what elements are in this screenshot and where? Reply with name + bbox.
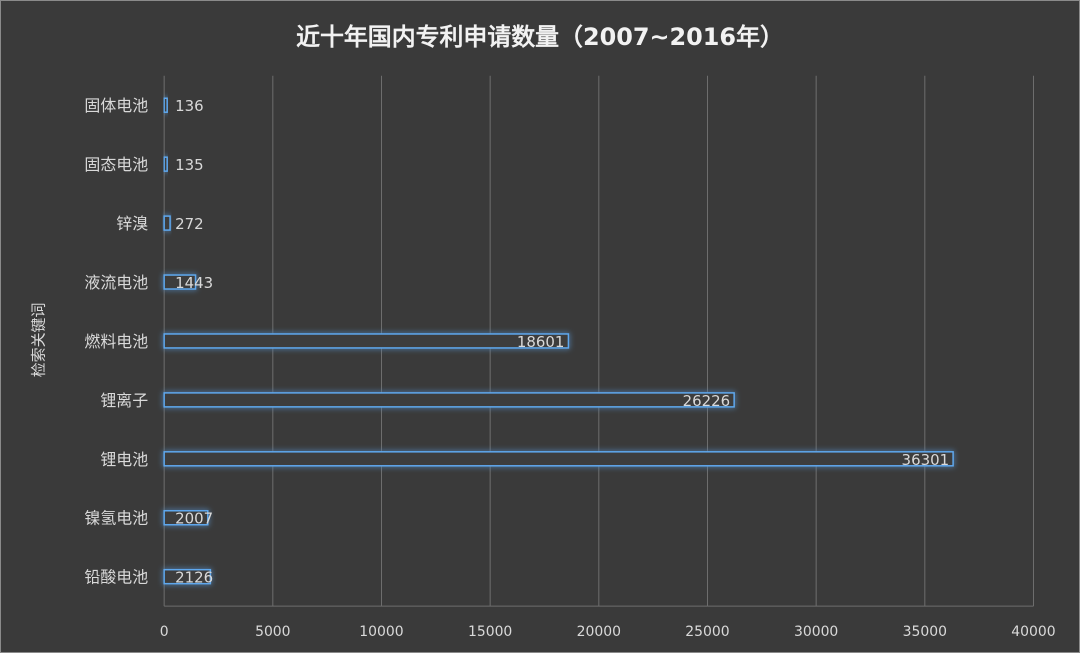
x-tick-label: 40000: [1011, 624, 1055, 640]
data-label: 18601: [517, 333, 565, 351]
x-tick-label: 30000: [794, 624, 838, 640]
category-label: 锂电池: [100, 450, 148, 469]
bar: [163, 333, 570, 349]
x-tick-label: 35000: [903, 624, 947, 640]
data-label: 2126: [175, 569, 213, 587]
x-axis-tick-labels: 0 5000 10000 15000 20000 25000 30000 35000 40000: [160, 624, 1056, 640]
bar: [163, 451, 954, 467]
data-label: 36301: [902, 451, 950, 469]
category-label: 固态电池: [84, 155, 148, 174]
category-label: 液流电池: [84, 273, 148, 292]
bar: [163, 510, 209, 526]
grid-lines: [163, 75, 1034, 607]
data-label: 1443: [175, 274, 213, 292]
bars: 136 135 272 1443 18601 26226 36301 2007 2126: [163, 97, 954, 587]
category-label: 镍氢电池: [84, 509, 148, 528]
category-label: 铅酸电池: [84, 568, 148, 587]
bar: [163, 215, 171, 231]
data-label: 2007: [175, 510, 213, 528]
x-tick-label: 5000: [255, 624, 290, 640]
bar: [163, 274, 197, 290]
bar: [163, 97, 168, 113]
x-tick-label: 25000: [685, 624, 729, 640]
category-label: 锌溴: [116, 214, 148, 233]
x-tick-label: 15000: [468, 624, 512, 640]
data-label: 272: [175, 215, 204, 233]
bar: [163, 392, 735, 408]
category-label: 锂离子: [100, 391, 148, 410]
x-tick-label: 20000: [577, 624, 621, 640]
x-tick-label: 10000: [359, 624, 403, 640]
category-label: 固体电池: [84, 96, 148, 115]
data-label: 136: [175, 97, 204, 115]
data-label: 26226: [683, 392, 731, 410]
chart-title: 近十年国内专利申请数量（2007~2016年）: [296, 23, 784, 51]
x-tick-label: 0: [160, 624, 169, 640]
bar: [163, 568, 212, 585]
data-label: 135: [175, 156, 204, 174]
category-label: 燃料电池: [84, 332, 148, 351]
y-axis-label: 检索关键词: [30, 303, 48, 378]
bar: [163, 156, 168, 172]
